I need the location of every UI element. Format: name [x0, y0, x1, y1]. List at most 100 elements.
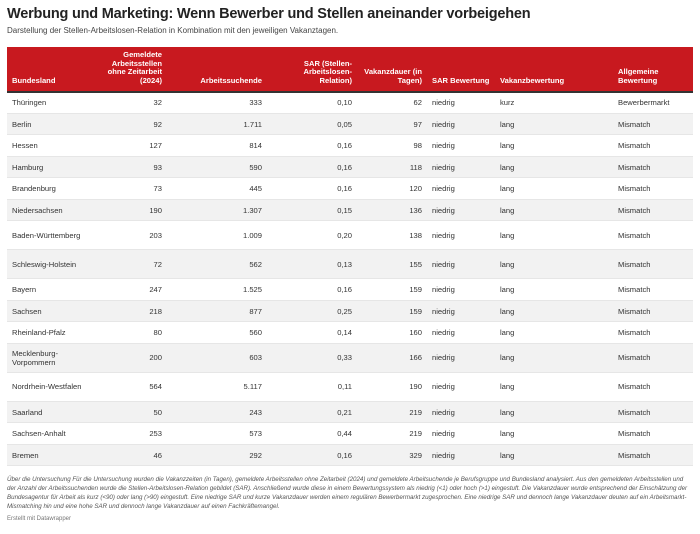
table-cell: Mismatch: [613, 372, 693, 402]
col-header[interactable]: Gemeldete Arbeitsstellen ohne Zeitarbeit…: [95, 47, 167, 93]
table-cell: 0,16: [267, 278, 357, 301]
table-cell: 1.009: [167, 220, 267, 251]
table-cell: niedrig: [427, 113, 495, 136]
table-cell: lang: [495, 278, 613, 301]
col-header[interactable]: SAR Bewertung: [427, 47, 495, 93]
table-cell: 0,14: [267, 321, 357, 344]
table-cell: Mismatch: [613, 278, 693, 301]
table-cell: Berlin: [7, 113, 95, 136]
table-cell: 166: [357, 343, 427, 373]
table-cell: 253: [95, 422, 167, 445]
table-cell: 219: [357, 401, 427, 424]
table-cell: 120: [357, 177, 427, 200]
table-cell: 159: [357, 278, 427, 301]
table-cell: 0,13: [267, 249, 357, 280]
table-row: Hessen 127 814 0,16 98 niedrig lang Mismatch: [7, 134, 693, 157]
table-row: Nordrhein-​Westfalen 564 5.117 0,11 190 niedr…: [7, 372, 693, 402]
table-cell: 73: [95, 177, 167, 200]
table-cell: Mismatch: [613, 444, 693, 467]
table-cell: 72: [95, 249, 167, 280]
table-cell: 0,25: [267, 300, 357, 323]
col-header[interactable]: Vakanzbewertung: [495, 47, 613, 93]
table-cell: lang: [495, 156, 613, 179]
table-cell: 190: [95, 199, 167, 222]
credit-link[interactable]: Erstellt mit Datawrapper: [7, 516, 72, 523]
table-cell: Mismatch: [613, 199, 693, 222]
table-cell: Hamburg: [7, 156, 95, 179]
table-cell: Bewerbermarkt: [613, 91, 693, 114]
table-cell: 1.525: [167, 278, 267, 301]
table-row: Rheinland-Pfalz 80 560 0,14 160 niedrig lang Mi…: [7, 321, 693, 344]
table-cell: 564: [95, 372, 167, 402]
table-cell: Mismatch: [613, 113, 693, 136]
table-cell: 814: [167, 134, 267, 157]
table-cell: Mismatch: [613, 321, 693, 344]
col-header[interactable]: Vakanzdauer (in Tagen): [357, 47, 427, 93]
table-cell: 218: [95, 300, 167, 323]
table-cell: niedrig: [427, 134, 495, 157]
table-cell: Baden-​Württemberg: [7, 220, 95, 251]
table-cell: Mismatch: [613, 300, 693, 323]
table-row: Baden-​Württemberg 203 1.009 0,20 138 niedrig…: [7, 220, 693, 251]
table-cell: kurz: [495, 91, 613, 114]
table-cell: Mismatch: [613, 343, 693, 373]
table-cell: 62: [357, 91, 427, 114]
table-cell: 1.307: [167, 199, 267, 222]
table-cell: 445: [167, 177, 267, 200]
table-cell: lang: [495, 321, 613, 344]
table-cell: 159: [357, 300, 427, 323]
table-cell: 329: [357, 444, 427, 467]
table-cell: 603: [167, 343, 267, 373]
table-cell: Thüringen: [7, 91, 95, 114]
table-row: Brandenburg 73 445 0,16 120 niedrig lang Mismat…: [7, 177, 693, 200]
table-row: Niedersachsen 190 1.307 0,15 136 niedrig lang M…: [7, 199, 693, 222]
table-cell: 160: [357, 321, 427, 344]
table-row: Hamburg 93 590 0,16 118 niedrig lang Mismatch: [7, 156, 693, 179]
col-header[interactable]: SAR (Stellen-Arbeitslosen-Relation): [267, 47, 357, 93]
table-cell: niedrig: [427, 177, 495, 200]
table-cell: 0,20: [267, 220, 357, 251]
col-header[interactable]: Allgemeine Bewertung: [613, 47, 693, 93]
col-header[interactable]: Bundesland: [7, 47, 95, 93]
table-cell: 243: [167, 401, 267, 424]
table-cell: niedrig: [427, 199, 495, 222]
table-cell: 0,11: [267, 372, 357, 402]
table-cell: niedrig: [427, 278, 495, 301]
table-cell: 190: [357, 372, 427, 402]
table-cell: niedrig: [427, 343, 495, 373]
table-row: Thüringen 32 333 0,10 62 niedrig kurz Bewerberm…: [7, 91, 693, 114]
table-cell: lang: [495, 134, 613, 157]
table-cell: 32: [95, 91, 167, 114]
col-header[interactable]: Arbeitssuchende: [167, 47, 267, 93]
table-cell: Mismatch: [613, 422, 693, 445]
table-cell: lang: [495, 422, 613, 445]
table-cell: Sachsen-Anhalt: [7, 422, 95, 445]
table-cell: lang: [495, 220, 613, 251]
table-cell: lang: [495, 401, 613, 424]
table-cell: 573: [167, 422, 267, 445]
table-cell: Nordrhein-​Westfalen: [7, 372, 95, 402]
table-cell: 562: [167, 249, 267, 280]
table-cell: 560: [167, 321, 267, 344]
table-cell: 0,21: [267, 401, 357, 424]
subtitle: Darstellung der Stellen-Arbeitslosen-Rel…: [7, 26, 339, 35]
table-row: Bayern 247 1.525 0,16 159 niedrig lang Mismatch: [7, 278, 693, 301]
table-row: Berlin 92 1.711 0,05 97 niedrig lang Mismatch: [7, 113, 693, 136]
table-cell: Bremen: [7, 444, 95, 467]
table-cell: 80: [95, 321, 167, 344]
chart-container: Werbung und Marketing: Wenn Bewerber und…: [7, 6, 693, 523]
table-cell: Sachsen: [7, 300, 95, 323]
table-cell: lang: [495, 300, 613, 323]
table-cell: Mismatch: [613, 249, 693, 280]
table-cell: 590: [167, 156, 267, 179]
table-cell: 247: [95, 278, 167, 301]
table-cell: niedrig: [427, 372, 495, 402]
table-cell: lang: [495, 444, 613, 467]
page-title: Werbung und Marketing: Wenn Bewerber und…: [7, 6, 531, 22]
table-cell: Mecklenburg-​Vorpommern: [7, 343, 95, 373]
table-cell: 292: [167, 444, 267, 467]
table-cell: 0,16: [267, 177, 357, 200]
table-cell: 0,10: [267, 91, 357, 114]
table-cell: 0,16: [267, 444, 357, 467]
table-cell: 97: [357, 113, 427, 136]
